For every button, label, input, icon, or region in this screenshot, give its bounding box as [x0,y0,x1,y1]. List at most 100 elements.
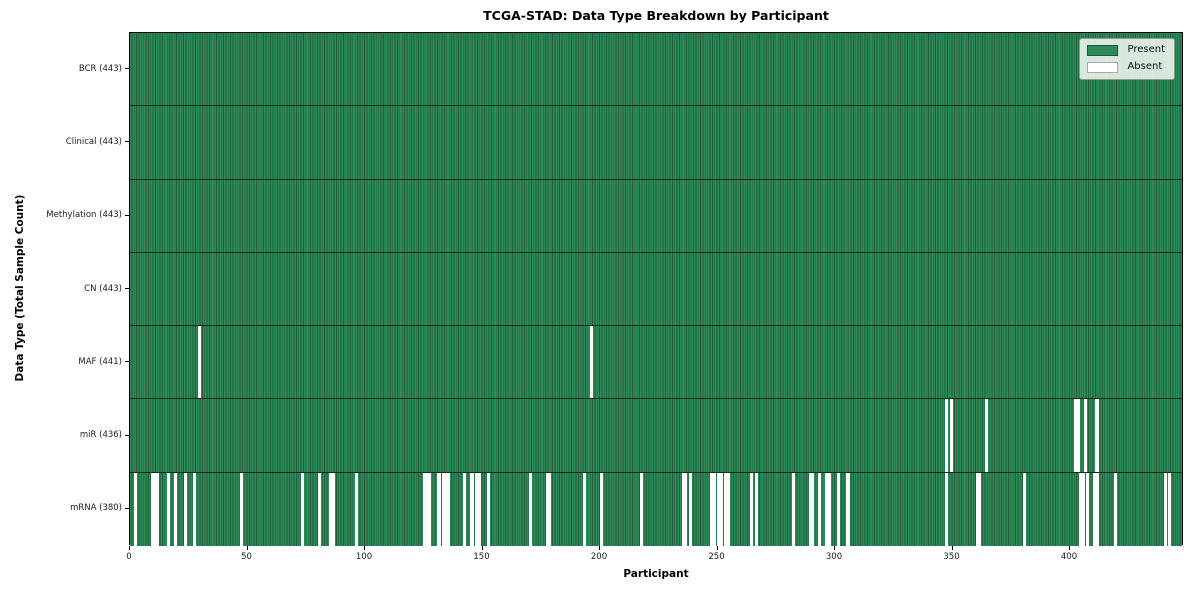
x-tick-mark [364,546,365,550]
absent-mark [545,472,549,546]
absent-mark [1079,472,1083,546]
absent-mark [193,472,197,546]
plot-area: Present Absent [129,32,1183,546]
x-tick-label: 350 [943,552,960,562]
y-tick-label: CN (443) [84,283,122,294]
absent-mark [724,472,728,546]
x-tick-mark [246,546,248,550]
y-tick-label: BCR (443) [78,63,122,74]
row-mir [130,399,1182,473]
y-tick-label: MAF (441) [78,356,122,367]
absent-mark [1076,399,1080,472]
absent-mark [475,472,479,546]
absent-mark [808,472,812,546]
absent-mark [811,472,815,546]
y-tick-label: miR (436) [79,430,122,441]
absent-mark [846,472,850,546]
absent-mark [1095,399,1099,472]
legend-item-present: Present [1087,44,1165,56]
absent-mark [423,472,427,546]
y-tick-label: Methylation (443) [46,210,122,221]
absent-mark [425,472,429,546]
absent-mark [827,472,831,546]
row-clinical [130,106,1182,180]
absent-mark [710,472,714,546]
x-tick-label: 100 [355,552,373,562]
y-tick-mark [125,141,129,143]
absent-mark [717,472,721,546]
absent-mark [754,472,758,546]
absent-mark [329,472,333,546]
y-tick-mark [125,68,129,70]
x-tick-label: 0 [126,552,132,562]
absent-mark [153,472,157,546]
absent-mark [150,472,154,546]
y-tick-label: Clinical (443) [65,136,122,147]
absent-mark [529,472,533,546]
legend: Present Absent [1079,38,1175,80]
absent-mark [712,472,716,546]
absent-mark [174,472,178,546]
absent-mark [818,472,822,546]
chart-title: TCGA-STAD: Data Type Breakdown by Partic… [483,8,829,23]
absent-mark [975,472,979,546]
absent-mark [726,472,730,546]
absent-mark [183,472,187,546]
absent-mark [1114,472,1118,546]
x-tick-label: 150 [473,552,490,562]
absent-mark [949,399,953,472]
absent-mark [470,472,474,546]
absent-mark [442,472,446,546]
absent-mark [155,472,159,546]
present-swatch-icon [1087,44,1119,56]
absent-mark [355,472,359,546]
absent-mark [1163,472,1167,546]
y-tick-mark [125,361,129,363]
absent-mark [197,326,201,399]
row-cn [130,252,1182,327]
absent-mark [639,472,643,546]
absent-mark [437,472,441,546]
row-bcr [130,33,1182,107]
row-mrna [130,472,1182,546]
absent-mark [945,472,949,546]
absent-mark [792,472,796,546]
absent-mark [317,472,321,546]
x-tick-label: 300 [825,552,843,562]
x-tick-mark [1069,546,1070,550]
absent-mark [977,472,982,546]
y-tick-mark [125,434,129,436]
absent-mark [688,472,693,546]
legend-item-absent: Absent [1087,61,1165,73]
x-tick-label: 400 [1060,552,1078,562]
absent-mark [599,472,603,546]
x-tick-mark [481,546,483,550]
absent-mark [1093,472,1097,546]
x-tick-mark [129,546,130,550]
y-tick-mark [125,507,129,509]
x-tick-mark [834,546,835,550]
absent-mark [684,472,688,546]
absent-mark [583,472,587,546]
absent-mark [477,472,481,546]
x-tick-mark [951,546,953,550]
presence-matrix [130,33,1182,546]
absent-mark [1168,472,1172,546]
row-maf [130,326,1182,400]
absent-mark [1081,472,1085,546]
absent-mark [428,472,432,546]
absent-mark [985,399,989,472]
absent-mark [1022,472,1026,546]
absent-mark [1074,399,1078,472]
absent-mark [825,472,829,546]
absent-mark [750,472,754,546]
legend-label-present: Present [1127,44,1165,55]
absent-swatch-icon [1087,61,1119,73]
legend-label-absent: Absent [1127,61,1163,72]
absent-mark [1086,472,1090,546]
absent-mark [486,472,490,546]
absent-mark [167,472,171,546]
absent-mark [134,472,138,546]
absent-mark [444,472,448,546]
